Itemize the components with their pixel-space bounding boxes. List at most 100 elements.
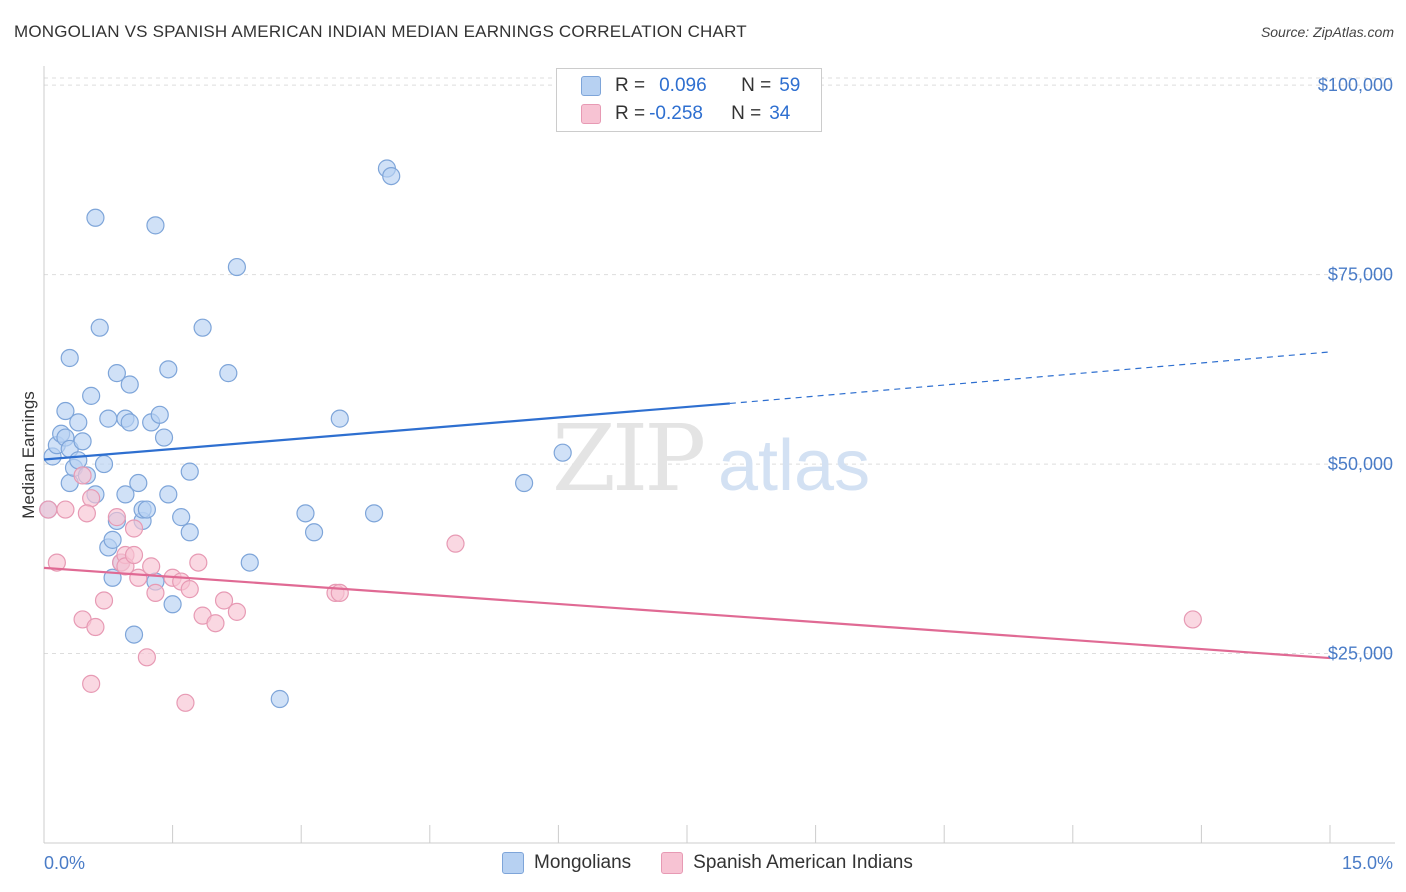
spanish-american-indians-point xyxy=(107,508,126,527)
spanish-american-indians-swatch xyxy=(581,104,601,124)
legend-label: Spanish American Indians xyxy=(693,852,913,873)
legend-n-value: 34 xyxy=(769,103,791,124)
spanish-american-indians-point xyxy=(56,500,75,519)
spanish-american-indians-point xyxy=(94,591,114,610)
x-tick-labels: 0.0% 15.0% xyxy=(44,853,1393,873)
spanish-american-indians-point xyxy=(39,500,58,519)
legend-item-spanish-american-indians: Spanish American Indians xyxy=(661,852,913,874)
mongolians-point xyxy=(120,375,139,394)
y-tick-label: $50,000 xyxy=(1328,454,1393,474)
spanish-american-indians-point xyxy=(330,583,349,603)
spanish-american-indians-point xyxy=(176,693,195,712)
mongolians-point xyxy=(382,166,401,186)
mongolians-point xyxy=(69,413,88,432)
x-tick-label-min: 0.0% xyxy=(44,853,85,873)
mongolians-point xyxy=(73,432,92,451)
spanish-american-indians-point xyxy=(146,583,165,603)
spanish-american-indians-point xyxy=(189,553,208,572)
spanish-american-indians-point xyxy=(124,545,144,565)
mongolians-point xyxy=(159,485,178,504)
spanish-american-indians-point xyxy=(82,489,101,508)
spanish-american-indians-point xyxy=(227,602,246,621)
mongolians-point xyxy=(364,504,384,523)
mongolians-point xyxy=(103,530,122,549)
mongolians-point xyxy=(86,208,105,227)
mongolians-point xyxy=(82,386,101,405)
spanish-american-indians-swatch xyxy=(661,852,684,874)
legend-row-mongolians: R = 0.096 N = 59 xyxy=(581,73,800,99)
legend-r-value: -0.258 xyxy=(649,103,703,124)
spanish-american-indians-point xyxy=(86,617,105,637)
spanish-american-indians-point xyxy=(47,553,66,572)
mongolians-point xyxy=(296,504,315,523)
mongolians-trend-line-extension xyxy=(729,351,1331,405)
mongolians-point xyxy=(219,364,238,383)
spanish-american-indians-point xyxy=(1183,610,1202,629)
spanish-american-indians-point xyxy=(137,648,156,667)
legend-row-spanish-american-indians: R = -0.258 N = 34 xyxy=(581,101,790,127)
mongolians-point xyxy=(69,451,88,470)
mongolians-point xyxy=(240,553,259,572)
spanish-american-indians-trend-line xyxy=(43,566,1331,660)
watermark-zip: ZIP xyxy=(552,405,703,512)
trend-lines xyxy=(43,351,1331,660)
spanish-american-indians-points xyxy=(39,466,1202,712)
mongolians-point xyxy=(180,462,199,481)
mongolians-point xyxy=(137,500,156,519)
mongolians-point xyxy=(99,409,118,428)
legend-n-value: 59 xyxy=(779,75,801,96)
mongolians-point xyxy=(150,405,169,424)
y-tick-label: $25,000 xyxy=(1328,644,1393,664)
legend-label: Mongolians xyxy=(534,852,632,873)
mongolians-point xyxy=(330,409,349,428)
legend-r-label: R = xyxy=(615,75,646,96)
mongolians-swatch xyxy=(502,852,524,874)
mongolians-swatch xyxy=(581,76,601,96)
mongolians-point xyxy=(553,443,572,462)
mongolians-point xyxy=(146,216,165,235)
mongolians-point xyxy=(56,401,75,421)
mongolians-point xyxy=(154,428,174,447)
mongolians-points xyxy=(39,159,572,709)
spanish-american-indians-point xyxy=(206,614,225,633)
mongolians-point xyxy=(193,318,212,337)
correlation-legend: R = 0.096 N = 59 R = -0.258 N = 34 xyxy=(556,68,822,132)
chart-title: MONGOLIAN VS SPANISH AMERICAN INDIAN MED… xyxy=(14,22,747,41)
y-tick-label: $100,000 xyxy=(1318,75,1393,95)
watermark-atlas: atlas xyxy=(718,426,870,506)
mongolians-point xyxy=(270,689,289,709)
mongolians-point xyxy=(180,523,199,542)
mongolians-point xyxy=(304,523,324,542)
mongolians-point xyxy=(172,508,191,527)
spanish-american-indians-point xyxy=(82,674,101,693)
mongolians-point xyxy=(227,257,246,277)
spanish-american-indians-point xyxy=(214,591,234,610)
legend-r-label: R = xyxy=(615,103,646,124)
legend-n-label: N = xyxy=(731,103,762,124)
series-legend: Mongolians Spanish American Indians xyxy=(502,852,943,874)
legend-item-mongolians: Mongolians xyxy=(502,852,631,874)
x-tick-label-max: 15.0% xyxy=(1342,853,1393,873)
mongolians-point xyxy=(90,318,109,337)
spanish-american-indians-point xyxy=(180,580,199,599)
mongolians-point xyxy=(124,625,144,644)
mongolians-point xyxy=(515,473,534,493)
mongolians-point xyxy=(159,360,178,379)
y-tick-label: $75,000 xyxy=(1328,265,1393,285)
mongolians-point xyxy=(60,348,79,368)
mongolians-point xyxy=(163,595,182,614)
mongolians-point xyxy=(116,485,135,504)
y-axis-label: Median Earnings xyxy=(19,391,38,519)
spanish-american-indians-point xyxy=(73,466,92,485)
axes xyxy=(43,66,1395,844)
y-tick-labels: $25,000 $50,000 $75,000 $100,000 xyxy=(1318,75,1393,663)
mongolians-point xyxy=(107,364,126,383)
mongolians-point xyxy=(120,413,139,432)
mongolians-point xyxy=(129,473,148,493)
source-credit: Source: ZipAtlas.com xyxy=(1260,24,1394,40)
legend-n-label: N = xyxy=(741,75,772,96)
mongolians-point xyxy=(94,454,114,474)
spanish-american-indians-point xyxy=(446,534,465,553)
mongolians-trend-line xyxy=(43,402,730,461)
